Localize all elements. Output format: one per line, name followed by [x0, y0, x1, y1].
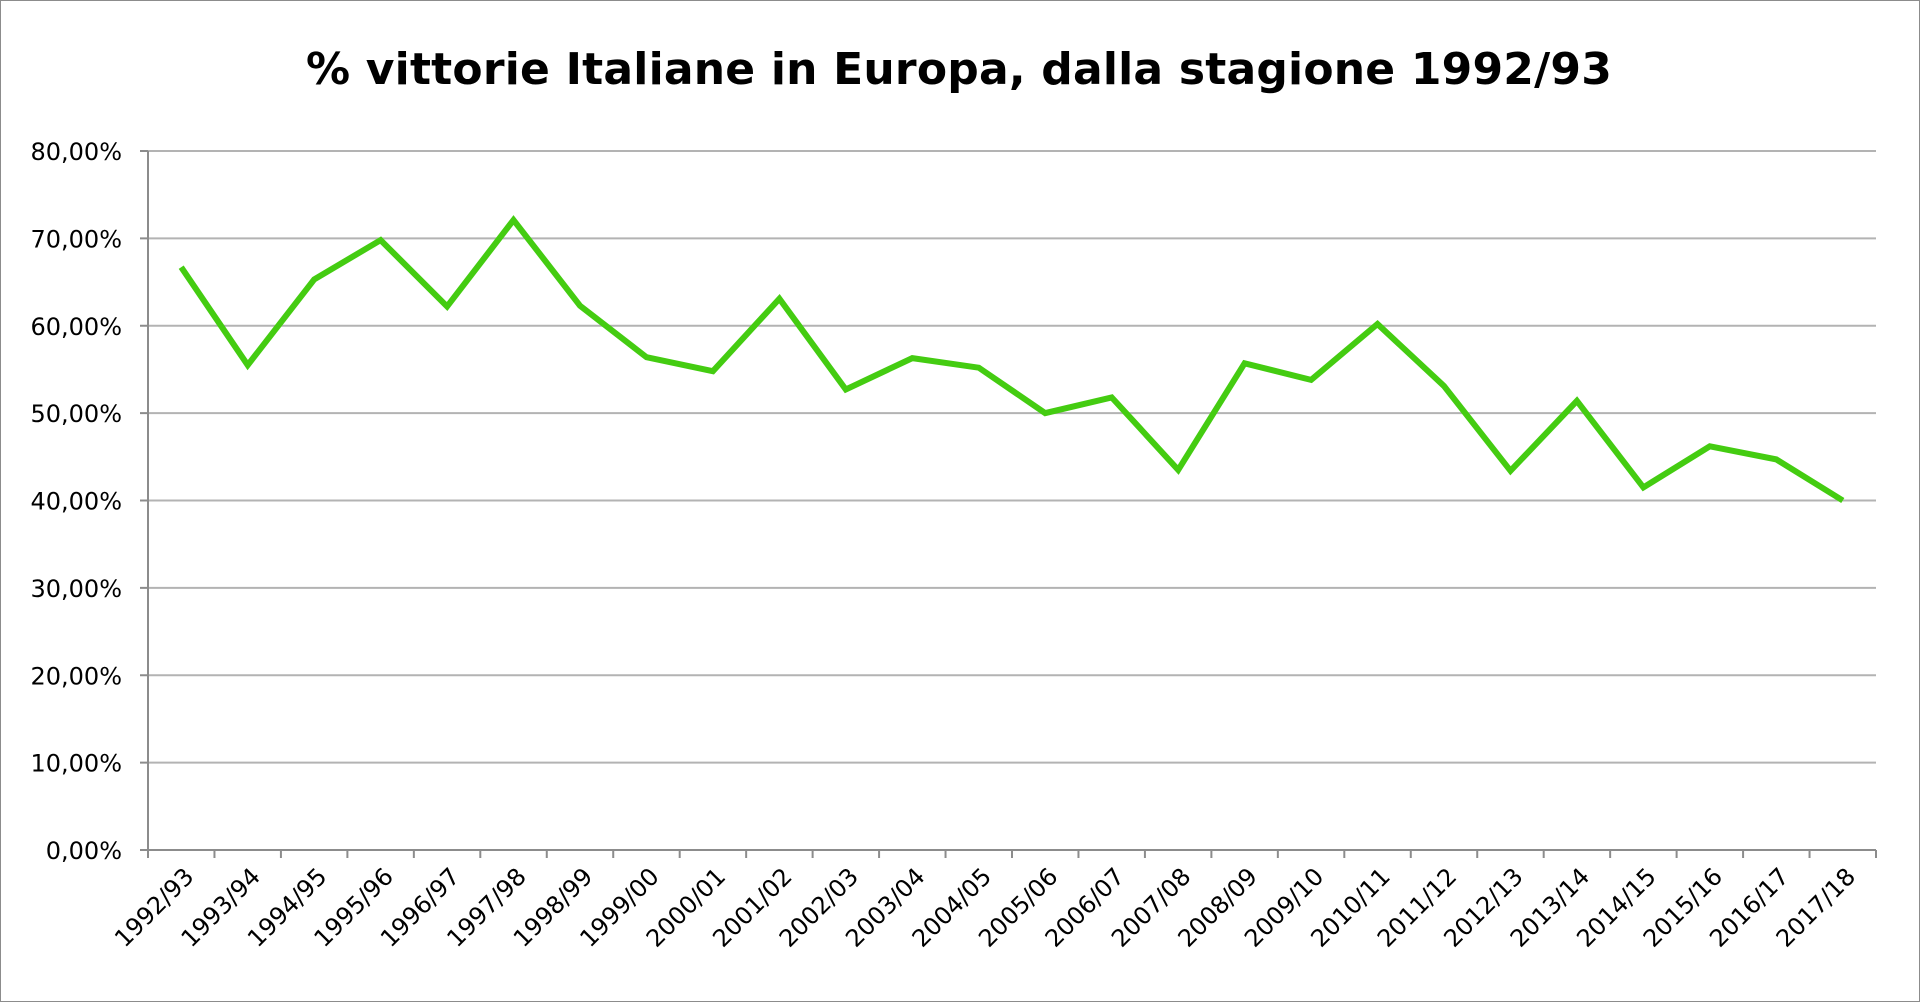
y-tick-label: 10,00% — [30, 750, 122, 778]
y-tick-label: 80,00% — [30, 138, 122, 166]
chart-title: % vittorie Italiane in Europa, dalla sta… — [305, 44, 1613, 95]
y-tick-label: 60,00% — [30, 313, 122, 341]
y-tick-label: 30,00% — [30, 575, 122, 603]
series-line — [178, 215, 1845, 504]
series-group — [178, 215, 1845, 504]
y-tick-label: 50,00% — [30, 400, 122, 428]
axes — [140, 150, 1877, 858]
x-axis-ticks: 1992/931993/941994/951995/961996/971997/… — [109, 862, 1861, 952]
y-tick-label: 40,00% — [30, 488, 122, 516]
y-axis-ticks: 0,00% 10,00% 20,00% 30,00% 40,00% 50,00% 60,00… — [30, 138, 122, 865]
y-tick-label: 70,00% — [30, 225, 122, 253]
y-tick-label: 20,00% — [30, 662, 122, 690]
gridlines — [148, 150, 1876, 764]
y-tick-label: 0,00% — [46, 837, 122, 865]
